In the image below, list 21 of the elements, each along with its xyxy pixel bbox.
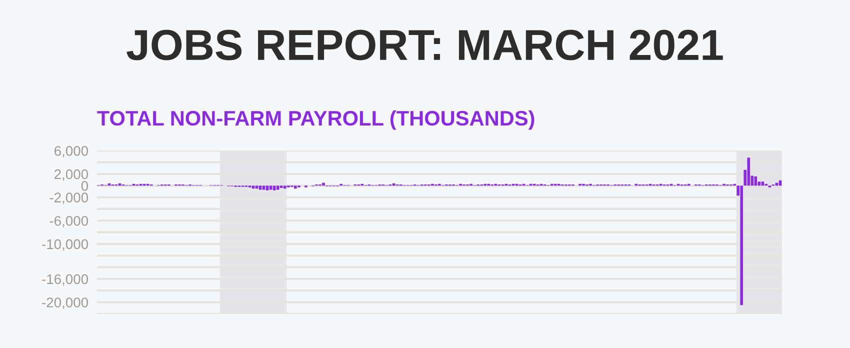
chart-title: JOBS REPORT: MARCH 2021 xyxy=(126,30,723,60)
bar xyxy=(283,186,286,189)
y-tick-label: -10,000 xyxy=(42,239,88,251)
y-tick-label: -16,000 xyxy=(42,274,88,286)
bar xyxy=(747,158,750,186)
bar xyxy=(266,186,269,190)
y-tick-label: -2,000 xyxy=(50,192,88,204)
bar xyxy=(740,186,743,306)
y-tick-label: 0 xyxy=(81,180,88,191)
bar xyxy=(255,186,258,189)
y-tick-label: -6,000 xyxy=(50,216,88,228)
bar xyxy=(775,182,778,186)
bar xyxy=(272,186,276,190)
bar xyxy=(252,186,255,189)
chart-subtitle: TOTAL NON-FARM PAYROLL (THOUSANDS) xyxy=(97,110,534,130)
bar xyxy=(294,186,297,189)
y-tick-label: 2,000 xyxy=(54,169,88,181)
y-tick-label: 6,000 xyxy=(54,146,88,158)
bar xyxy=(754,176,758,186)
bar xyxy=(322,182,325,186)
y-tick-label: -20,000 xyxy=(42,298,88,310)
